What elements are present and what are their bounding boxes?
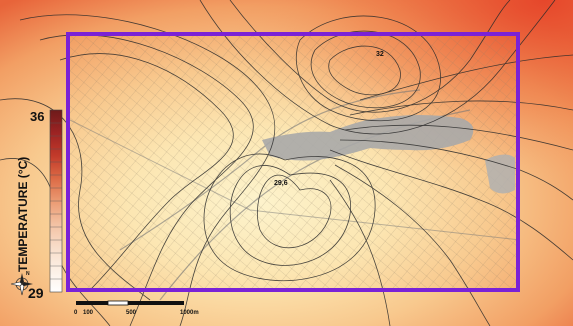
- contour-label-29-6: 29,6: [274, 180, 288, 187]
- street-network: [68, 34, 521, 301]
- water-inlet: [485, 154, 515, 194]
- legend-min-label: 29: [28, 285, 44, 301]
- scale-label-500: 500: [126, 310, 137, 316]
- scale-segment-2: [107, 300, 129, 306]
- legend-ticks: [50, 122, 62, 280]
- temperature-legend: 36 29 TEMPERATURE (°C): [16, 109, 63, 301]
- scale-bar-icon: 0 100 500 1000m: [74, 300, 199, 316]
- study-area-boundary: [66, 32, 520, 292]
- scale-label-1000m: 1000m: [180, 310, 199, 316]
- scale-segment-3: [128, 301, 184, 305]
- scale-segment-1: [76, 301, 108, 305]
- scale-label-0: 0: [74, 310, 78, 316]
- legend-max-label: 36: [30, 109, 44, 124]
- contour-label-32: 32: [376, 51, 384, 58]
- north-label: N: [26, 271, 30, 277]
- compass-rose-icon: N: [10, 271, 33, 296]
- legend-title: TEMPERATURE (°C): [16, 157, 30, 272]
- scale-label-100: 100: [83, 310, 94, 316]
